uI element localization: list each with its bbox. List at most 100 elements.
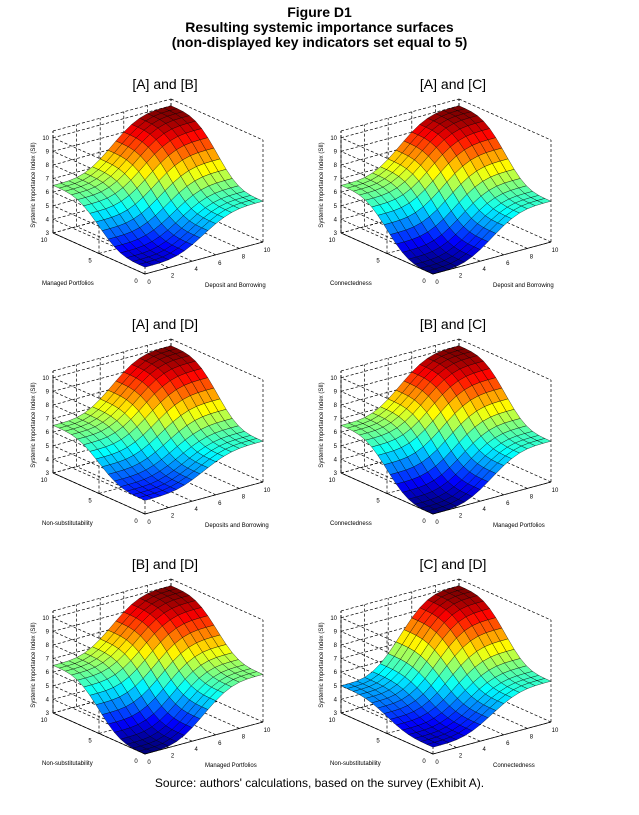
plot-title: [C] and [D] [419, 556, 487, 572]
z-tick-label: 5 [46, 684, 50, 690]
z-axis-label: Systemic Importance Index (SII) [31, 622, 37, 707]
x-axis [144, 241, 264, 275]
x-tick-label: 6 [506, 501, 510, 507]
z-tick-label: 6 [334, 670, 338, 676]
box-edge [458, 98, 552, 141]
x-tick-label: 8 [242, 734, 246, 740]
x-axis [144, 481, 264, 515]
z-axis-label: Systemic Importance Index (SII) [319, 382, 325, 467]
x-axis-label: Deposits and Borrowing [205, 523, 269, 529]
figure-subtitle-note: (non-displayed key indicators set equal … [171, 34, 468, 50]
x-tick-label: 2 [171, 754, 175, 760]
x-tick-label: 4 [195, 507, 199, 513]
x-tick-label: 0 [435, 520, 439, 526]
box-edge [170, 98, 264, 141]
plot-title: [A] and [D] [131, 316, 199, 332]
y-tick-label: 10 [329, 478, 336, 484]
z-tick-label: 8 [46, 643, 50, 649]
plot-title: [B] and [D] [131, 556, 199, 572]
x-tick-label: 0 [435, 760, 439, 766]
y-tick-label: 10 [41, 478, 48, 484]
z-tick-label: 3 [46, 711, 50, 717]
x-axis [432, 721, 552, 755]
z-tick-label: 7 [334, 417, 338, 423]
box-edge [458, 578, 552, 621]
x-tick-label: 10 [552, 728, 559, 734]
x-tick-label: 8 [530, 734, 534, 740]
x-axis [432, 481, 552, 515]
z-tick-label: 9 [46, 389, 50, 395]
x-tick-label: 4 [483, 507, 487, 513]
x-tick-label: 10 [552, 488, 559, 494]
figure-subtitle: Resulting systemic importance surfaces [185, 19, 454, 35]
x-tick-label: 10 [264, 728, 271, 734]
y-axis-label: Managed Portfolios [42, 281, 94, 287]
back-wall-gridline [340, 585, 460, 619]
y-tick-label: 5 [376, 739, 380, 745]
z-tick-label: 9 [46, 149, 50, 155]
x-tick-label: 2 [459, 514, 463, 520]
plot-title: [A] and [B] [132, 76, 198, 92]
box-edge [340, 338, 460, 372]
x-axis-label: Deposit and Borrowing [493, 283, 554, 289]
y-axis-label: Non-substitutability [42, 521, 93, 527]
source-note: Source: authors' calculations, based on … [154, 776, 485, 790]
z-tick-label: 7 [334, 177, 338, 183]
x-tick-label: 6 [506, 261, 510, 267]
x-tick-label: 0 [147, 520, 151, 526]
box-edge [458, 338, 552, 381]
plot-title: [A] and [C] [419, 76, 487, 92]
x-tick-label: 6 [218, 261, 222, 267]
x-tick-label: 2 [171, 274, 175, 280]
surface-cell [138, 495, 154, 501]
x-tick-label: 10 [264, 488, 271, 494]
z-axis-label: Systemic Importance Index (SII) [319, 142, 325, 227]
x-axis-label: Managed Portfolios [493, 523, 545, 529]
x-tick-label: 6 [506, 741, 510, 747]
z-tick-label: 7 [46, 417, 50, 423]
z-tick-label: 10 [42, 616, 49, 622]
y-axis [340, 472, 434, 515]
z-tick-label: 4 [334, 217, 338, 223]
x-tick-label: 10 [264, 248, 271, 254]
x-tick-label: 8 [242, 494, 246, 500]
z-tick-label: 6 [46, 670, 50, 676]
y-tick-label: 5 [376, 259, 380, 265]
x-axis-label: Connectedness [493, 763, 535, 769]
x-tick-label: 4 [195, 747, 199, 753]
y-axis-label: Non-substitutability [330, 761, 381, 767]
x-tick-label: 6 [218, 501, 222, 507]
x-tick-label: 2 [459, 274, 463, 280]
y-axis-label: Non-substitutability [42, 761, 93, 767]
z-tick-label: 10 [330, 616, 337, 622]
box-edge [52, 578, 172, 612]
y-tick-label: 10 [329, 718, 336, 724]
y-tick-label: 5 [88, 499, 92, 505]
y-tick-label: 0 [422, 759, 426, 765]
surface-plot: 02468100510345678910ConnectednessNon-sub… [319, 578, 559, 769]
y-tick-label: 10 [329, 238, 336, 244]
x-tick-label: 0 [147, 280, 151, 286]
x-tick-label: 6 [218, 741, 222, 747]
box-edge [340, 578, 460, 612]
z-tick-label: 10 [42, 136, 49, 142]
back-wall-gridline [340, 105, 460, 139]
z-axis-label: Systemic Importance Index (SII) [31, 142, 37, 227]
surface-cell [138, 262, 154, 268]
y-tick-label: 10 [41, 238, 48, 244]
x-tick-label: 10 [552, 248, 559, 254]
z-tick-label: 5 [46, 444, 50, 450]
z-tick-label: 8 [334, 403, 338, 409]
z-tick-label: 6 [334, 430, 338, 436]
figure-title: Figure D1 Resulting systemic importance … [0, 5, 639, 50]
z-tick-label: 10 [330, 136, 337, 142]
z-tick-label: 6 [46, 190, 50, 196]
z-tick-label: 8 [334, 643, 338, 649]
back-wall-gridline [52, 585, 172, 619]
y-tick-label: 0 [134, 759, 138, 765]
y-tick-label: 0 [134, 519, 138, 525]
z-tick-label: 10 [330, 376, 337, 382]
